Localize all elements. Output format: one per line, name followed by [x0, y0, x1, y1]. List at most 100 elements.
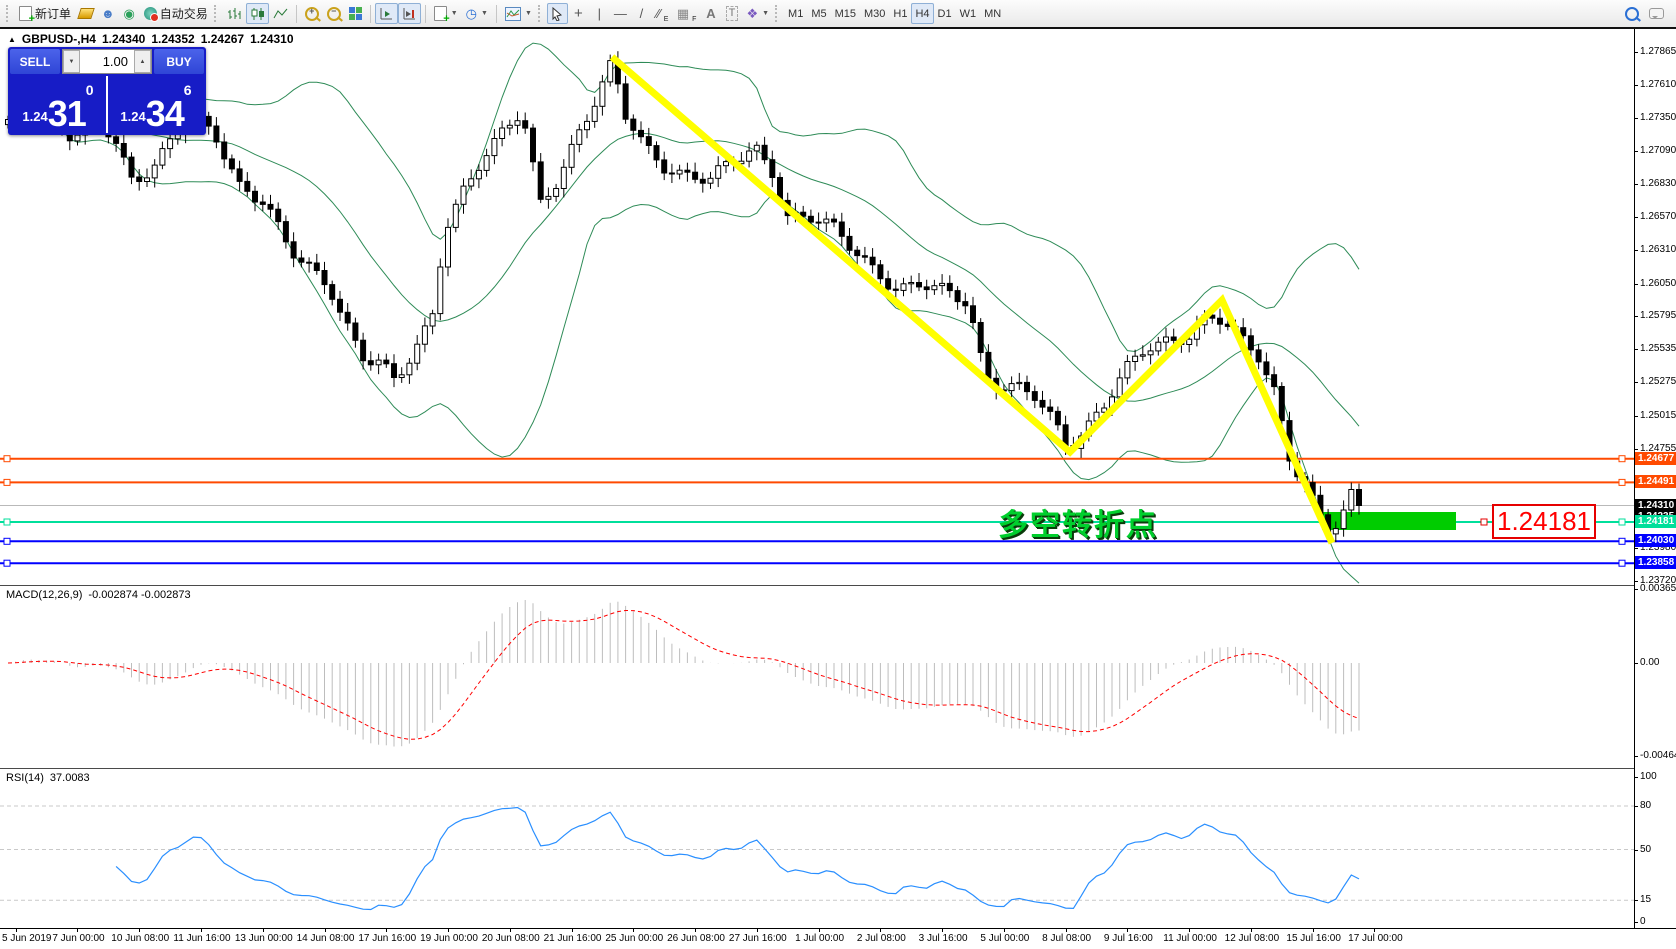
bid-price-label: 1.24310 — [1635, 498, 1676, 512]
rsi-label: RSI(14) 37.0083 — [6, 772, 90, 784]
timeframe-h4-button[interactable]: H4 — [911, 3, 934, 24]
fibonacci-icon: ▦ — [676, 6, 690, 21]
label-tool-icon: T — [725, 6, 739, 21]
symbol-name: GBPUSD-,H4 — [21, 32, 96, 46]
price-line-label: 1.24181 — [1635, 515, 1676, 528]
time-tick — [880, 929, 882, 932]
crosshair-icon: + — [573, 5, 583, 22]
buy-price-sup: 6 — [183, 82, 192, 98]
price-tick-label: 1.27610 — [1640, 78, 1676, 90]
auto-scroll-button[interactable] — [397, 3, 421, 24]
signals-button[interactable]: ◉ — [119, 3, 140, 24]
sell-button[interactable]: SELL — [10, 49, 60, 74]
price-tick-label: 1.26570 — [1640, 211, 1676, 223]
channel-sub-label: E — [663, 16, 669, 23]
sell-price[interactable]: 1.24 31 0 — [10, 76, 106, 133]
time-tick-label: 10 Jun 08:00 — [111, 933, 170, 944]
time-tick — [1127, 929, 1129, 932]
toolbar-separator — [424, 4, 426, 23]
rsi-tick-label: 0 — [1640, 916, 1646, 927]
ohlc-high: 1.24352 — [151, 32, 195, 46]
time-tick-label: 15 Jul 16:00 — [1286, 933, 1341, 944]
time-tick — [77, 929, 79, 932]
tile-windows-button[interactable] — [345, 3, 366, 24]
indicators-button[interactable]: ▼ — [501, 3, 536, 24]
timeframe-w1-button[interactable]: W1 — [959, 7, 977, 20]
volume-decrease-button[interactable]: ▼ — [63, 50, 80, 73]
label-tool-button[interactable]: T — [721, 3, 742, 24]
toolbar-grip[interactable] — [213, 5, 219, 22]
candlestick-chart-button[interactable] — [245, 3, 269, 24]
tester-button[interactable]: ☻ — [97, 3, 119, 24]
line-chart-icon — [273, 8, 288, 18]
profiles-button[interactable]: ◷ ▼ — [462, 3, 492, 24]
zoom-out-button[interactable]: − — [323, 3, 345, 24]
toolbar-grip[interactable] — [775, 5, 780, 22]
timeframe-m5-button[interactable]: M5 — [811, 7, 827, 20]
timeframe-h1-button[interactable]: H1 — [893, 7, 908, 20]
new-order-button[interactable]: + 新订单 — [15, 3, 75, 25]
time-tick — [571, 929, 573, 932]
autotrade-button[interactable]: 自动交易 — [140, 3, 212, 24]
price-callout-box: 1.24181 — [1492, 504, 1596, 539]
vertical-line-tool-button[interactable]: | — [589, 3, 610, 24]
horizontal-line-tool-button[interactable]: — — [610, 3, 631, 24]
fibonacci-tool-button[interactable]: ▦ F — [673, 3, 701, 24]
candlestick-icon — [251, 7, 264, 20]
toolbar-grip[interactable] — [6, 5, 11, 22]
sell-price-big: 31 — [47, 93, 87, 134]
time-axis[interactable]: 5 Jun 2019 7 Jun 00:00 10 Jun 08:00 11 Jun … — [0, 928, 1676, 949]
arrows-tool-button[interactable]: ❖ ▼ — [742, 3, 773, 24]
symbol-header: ▲ GBPUSD-,H4 1.24340 1.24352 1.24267 1.2… — [8, 32, 294, 46]
timeframe-mn-button[interactable]: MN — [984, 7, 1002, 20]
price-tick-label: 1.26830 — [1640, 178, 1676, 190]
main-chart[interactable] — [0, 29, 1634, 585]
text-tool-button[interactable]: A — [700, 3, 721, 24]
collapse-panel-icon[interactable]: ▲ — [8, 34, 16, 44]
chevron-down-icon: ▼ — [450, 10, 458, 17]
cursor-tool-button[interactable] — [546, 3, 568, 24]
toolbar-grip[interactable] — [537, 5, 543, 22]
tile-windows-icon — [348, 7, 362, 20]
bar-chart-button[interactable] — [223, 3, 246, 24]
crosshair-tool-button[interactable]: + — [568, 3, 589, 24]
volume-increase-button[interactable]: ▲ — [134, 50, 151, 73]
channel-tool-button[interactable]: ⁄⁄ E — [652, 3, 673, 24]
timeframe-d1-button[interactable]: D1 — [937, 7, 952, 20]
market-icon — [77, 8, 95, 19]
price-tick-label: 1.27350 — [1640, 111, 1676, 123]
obscured-price-label: 1.24235 — [1635, 511, 1676, 523]
time-tick — [942, 929, 944, 932]
toolbar-separator — [369, 4, 371, 23]
autotrade-label: 自动交易 — [159, 7, 208, 21]
new-order-icon: + — [19, 6, 35, 25]
chevron-down-icon: ▼ — [524, 10, 532, 17]
chart-shift-button[interactable] — [374, 3, 398, 24]
new-chart-button[interactable]: + ▼ — [430, 3, 462, 25]
search-icon[interactable] — [1625, 6, 1639, 21]
macd-pane[interactable] — [0, 586, 1634, 768]
cursor-icon — [552, 6, 563, 21]
zoom-in-button[interactable]: + — [301, 3, 323, 24]
market-button[interactable] — [75, 3, 97, 24]
buy-price[interactable]: 1.24 34 6 — [108, 76, 204, 133]
chat-icon[interactable] — [1649, 8, 1664, 19]
timeframe-m1-button[interactable]: M1 — [788, 7, 804, 20]
buy-button[interactable]: BUY — [154, 49, 204, 74]
new-order-label: 新订单 — [35, 7, 72, 21]
autotrade-icon — [143, 7, 159, 22]
line-chart-button[interactable] — [269, 3, 292, 24]
chevron-down-icon: ▼ — [481, 10, 488, 17]
time-tick — [1003, 929, 1005, 932]
pane-separator[interactable] — [0, 768, 1634, 769]
timeframe-m30-button[interactable]: M30 — [864, 7, 886, 20]
timeframe-m15-button[interactable]: M15 — [834, 7, 857, 20]
rsi-pane[interactable] — [0, 769, 1634, 928]
pane-separator[interactable] — [0, 585, 1634, 586]
rsi-tick-label: 15 — [1640, 894, 1652, 906]
trendline-tool-button[interactable]: / — [631, 3, 652, 24]
time-tick-label: 20 Jun 08:00 — [481, 933, 540, 944]
time-tick-label: 3 Jul 16:00 — [918, 933, 968, 944]
toolbar-separator — [495, 4, 497, 23]
volume-input[interactable] — [80, 50, 134, 73]
